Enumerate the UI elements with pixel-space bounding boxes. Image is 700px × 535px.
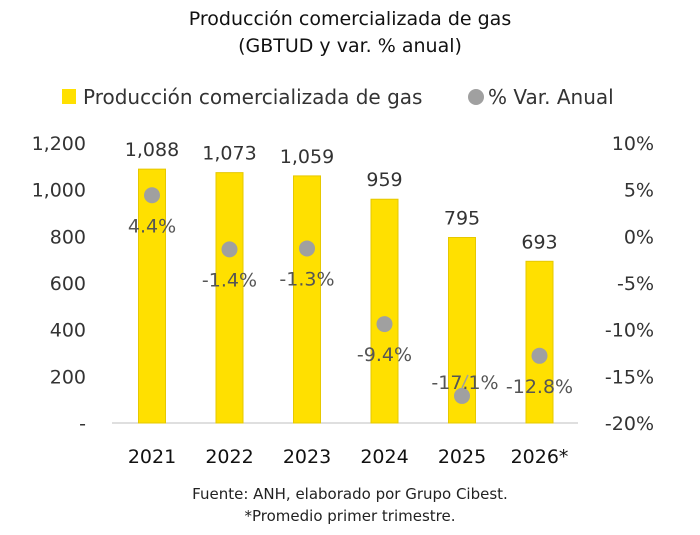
- bar: [293, 175, 321, 424]
- variation-label: 4.4%: [128, 215, 176, 237]
- variation-marker: [531, 347, 548, 364]
- x-axis-tick-label: 2022: [205, 446, 253, 468]
- footnote: *Promedio primer trimestre.: [244, 507, 456, 525]
- x-axis-tick-label: 2024: [360, 446, 408, 468]
- variation-leader-line: [461, 374, 469, 389]
- bar: [525, 260, 554, 424]
- right-axis-tick-label: 0%: [624, 226, 654, 248]
- legend-bar-label: Producción comercializada de gas: [83, 85, 422, 109]
- x-axis-tick-label: 2025: [438, 446, 486, 468]
- variation-marker: [221, 241, 238, 258]
- variation-label: -17.1%: [431, 372, 498, 394]
- left-axis-tick-label: 800: [50, 226, 86, 248]
- variation-label: -9.4%: [357, 344, 412, 366]
- chart-subtitle: (GBTUD y var. % anual): [238, 35, 462, 57]
- left-axis-tick-label: 1,200: [32, 133, 86, 155]
- variation-label: -1.4%: [202, 269, 257, 291]
- right-axis-tick-label: 10%: [612, 133, 654, 155]
- legend-bar-swatch: [62, 89, 76, 104]
- legend-marker-swatch: [468, 89, 484, 105]
- bar-value-label: 1,088: [125, 139, 179, 161]
- variation-label: -1.3%: [279, 268, 334, 290]
- right-axis-tick-label: -10%: [605, 320, 654, 342]
- left-axis-tick-label: 600: [50, 273, 86, 295]
- chart-canvas: Producción comercializada de gas % Var. A…: [32, 85, 654, 468]
- bar: [215, 172, 244, 424]
- x-axis-tick-label: 2023: [283, 446, 331, 468]
- left-axis-tick-label: 200: [50, 366, 86, 388]
- bar-value-label: 1,073: [202, 143, 256, 165]
- bar-value-label: 795: [444, 208, 480, 230]
- bar: [138, 168, 166, 424]
- right-axis-tick-label: 5%: [624, 180, 654, 202]
- variation-label: -12.8%: [506, 376, 573, 398]
- chart-title: Producción comercializada de gas: [188, 8, 512, 30]
- bar-value-label: 959: [366, 169, 402, 191]
- variation-marker: [376, 316, 393, 333]
- left-axis-tick-label: 400: [50, 320, 86, 342]
- left-axis-tick-label: -: [79, 413, 86, 435]
- x-axis-tick-label: 2021: [128, 446, 176, 468]
- right-axis-tick-label: -5%: [617, 273, 654, 295]
- left-axis-tick-label: 1,000: [32, 180, 86, 202]
- variation-marker: [299, 240, 315, 257]
- bar-value-label: 693: [521, 231, 557, 253]
- x-axis-tick-label: 2026*: [511, 446, 569, 468]
- variation-marker: [454, 387, 470, 404]
- source-note: Fuente: ANH, elaborado por Grupo Cibest.: [192, 485, 508, 503]
- right-axis-tick-label: -20%: [605, 413, 654, 435]
- right-axis-tick-label: -15%: [605, 366, 654, 388]
- legend-marker-label: % Var. Anual: [488, 85, 614, 109]
- bar-value-label: 1,059: [280, 146, 334, 168]
- bar: [370, 198, 399, 424]
- variation-marker: [144, 187, 160, 204]
